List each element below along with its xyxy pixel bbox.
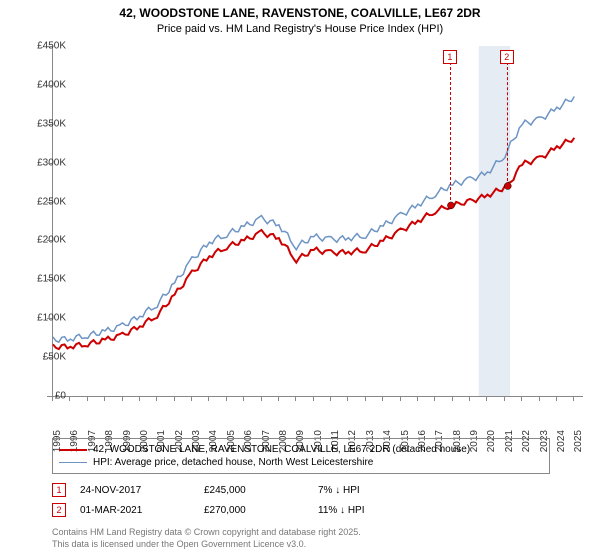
marker-box-2: 2 [500, 50, 514, 64]
data-row-date: 01-MAR-2021 [80, 505, 190, 516]
x-axis-tick-label: 2024 [556, 430, 567, 452]
data-row: 1 24-NOV-2017 £245,000 7% ↓ HPI [52, 480, 550, 500]
legend-swatch-hpi [59, 462, 87, 463]
legend-item-property: 42, WOODSTONE LANE, RAVENSTONE, COALVILL… [59, 443, 543, 456]
legend-box: 42, WOODSTONE LANE, RAVENSTONE, COALVILL… [52, 438, 550, 474]
data-row-price: £245,000 [204, 485, 304, 496]
shaded-region [479, 46, 510, 396]
marker-dot-1 [447, 202, 454, 209]
chart-plot-area [52, 46, 583, 397]
legend-label-property: 42, WOODSTONE LANE, RAVENSTONE, COALVILL… [93, 444, 470, 455]
footnote-line1: Contains HM Land Registry data © Crown c… [52, 527, 361, 539]
footnote: Contains HM Land Registry data © Crown c… [52, 527, 361, 550]
footnote-line2: This data is licensed under the Open Gov… [52, 539, 361, 551]
marker-box-1: 1 [443, 50, 457, 64]
legend-item-hpi: HPI: Average price, detached house, Nort… [59, 456, 543, 469]
legend-label-hpi: HPI: Average price, detached house, Nort… [93, 457, 373, 468]
chart-title-line1: 42, WOODSTONE LANE, RAVENSTONE, COALVILL… [0, 0, 600, 22]
marker-dot-2 [504, 183, 511, 190]
legend-swatch-property [59, 449, 87, 451]
marker-label-1: 1 [52, 483, 66, 497]
data-row-pct: 7% ↓ HPI [318, 485, 438, 496]
y-axis-tick-label: £0 [55, 391, 66, 402]
data-row-date: 24-NOV-2017 [80, 485, 190, 496]
data-row: 2 01-MAR-2021 £270,000 11% ↓ HPI [52, 500, 550, 520]
marker-label-2: 2 [52, 503, 66, 517]
data-row-pct: 11% ↓ HPI [318, 505, 438, 516]
x-axis-tick-label: 2025 [573, 430, 584, 452]
chart-lines-svg [53, 46, 583, 396]
data-row-price: £270,000 [204, 505, 304, 516]
chart-title-line2: Price paid vs. HM Land Registry's House … [0, 22, 600, 35]
data-rows: 1 24-NOV-2017 £245,000 7% ↓ HPI 2 01-MAR… [52, 480, 550, 520]
